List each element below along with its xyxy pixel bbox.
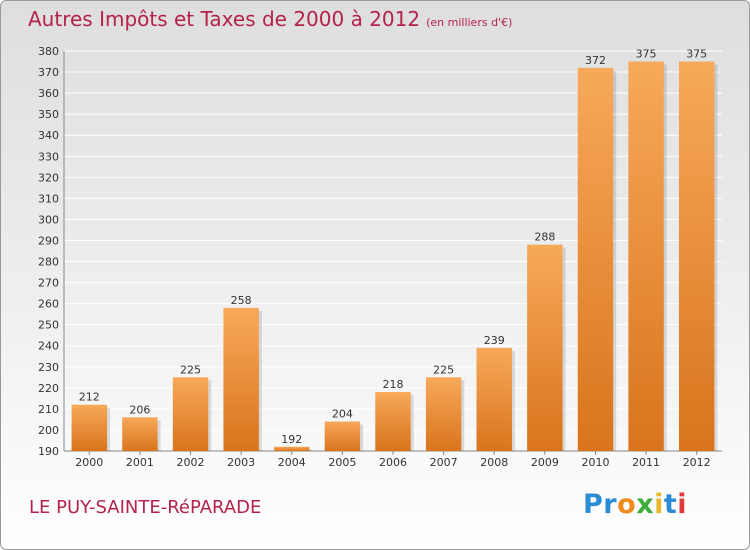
x-tick-label: 2006 <box>379 456 407 469</box>
x-tick-label: 2011 <box>632 456 660 469</box>
y-tick-label: 370 <box>38 66 59 79</box>
y-tick-label: 310 <box>38 192 59 205</box>
bar <box>172 377 209 451</box>
bar <box>71 404 108 451</box>
y-tick-label: 360 <box>38 87 59 100</box>
bar-value-label: 212 <box>79 391 100 404</box>
x-tick-label: 2010 <box>581 456 609 469</box>
logo-letter: i <box>654 489 664 520</box>
bar-value-label: 225 <box>433 363 454 376</box>
bar-value-label: 192 <box>281 433 302 446</box>
logo-letter: r <box>603 489 618 520</box>
x-tick-label: 2000 <box>75 456 103 469</box>
x-tick-label: 2008 <box>480 456 508 469</box>
bar-value-label: 375 <box>686 48 707 61</box>
y-tick-label: 190 <box>38 445 59 458</box>
y-tick-label: 320 <box>38 171 59 184</box>
bar <box>375 392 411 451</box>
x-tick-label: 2005 <box>328 456 356 469</box>
logo-letter: i <box>677 489 688 520</box>
bar-value-label: 204 <box>332 408 353 421</box>
bar-value-label: 288 <box>534 231 555 244</box>
x-tick-label: 2002 <box>177 456 205 469</box>
bar-value-label: 258 <box>231 294 252 307</box>
y-tick-label: 200 <box>38 424 59 437</box>
chart-title: Autres Impôts et Taxes de 2000 à 2012 (en… <box>28 7 512 31</box>
y-tick-label: 380 <box>38 45 59 58</box>
bar-value-label: 218 <box>383 378 404 391</box>
bar <box>628 61 664 452</box>
bar <box>425 377 462 451</box>
bar-value-label: 239 <box>484 334 505 347</box>
y-tick-label: 210 <box>38 403 59 416</box>
chart-title-text: Autres Impôts et Taxes de 2000 à 2012 <box>28 7 421 31</box>
bar <box>223 307 259 451</box>
y-tick-label: 240 <box>38 340 59 353</box>
bar-value-label: 372 <box>585 54 606 67</box>
logo-letter: o <box>617 489 637 520</box>
y-tick-label: 280 <box>38 256 59 269</box>
y-tick-label: 260 <box>38 298 59 311</box>
x-tick-label: 2004 <box>278 456 306 469</box>
proxiti-logo[interactable]: Proxiti <box>583 489 687 520</box>
bar <box>274 446 310 451</box>
logo-letter: x <box>636 489 655 520</box>
bar-value-label: 225 <box>180 363 201 376</box>
bar-value-label: 206 <box>129 403 150 416</box>
x-tick-label: 2009 <box>531 456 559 469</box>
y-tick-label: 220 <box>38 382 59 395</box>
logo-letter: t <box>663 489 678 520</box>
x-tick-label: 2003 <box>227 456 255 469</box>
bar <box>122 417 158 451</box>
y-tick-label: 270 <box>38 277 59 290</box>
chart-subtitle: (en milliers d'€) <box>426 16 513 29</box>
x-tick-label: 2007 <box>430 456 458 469</box>
commune-name: LE PUY-SAINTE-RéPARADE <box>29 497 262 518</box>
y-tick-label: 290 <box>38 234 59 247</box>
bar-value-label: 375 <box>636 48 657 61</box>
logo-letter: P <box>583 489 604 520</box>
y-tick-label: 330 <box>38 150 59 163</box>
bar <box>476 347 512 451</box>
bar <box>577 67 614 451</box>
y-tick-label: 250 <box>38 319 59 332</box>
y-tick-label: 350 <box>38 108 59 121</box>
x-tick-label: 2001 <box>126 456 154 469</box>
bar <box>527 244 563 451</box>
bar <box>678 61 715 452</box>
bar <box>324 421 361 451</box>
y-tick-label: 300 <box>38 213 59 226</box>
x-tick-label: 2012 <box>683 456 711 469</box>
y-tick-label: 340 <box>38 129 59 142</box>
y-tick-label: 230 <box>38 361 59 374</box>
